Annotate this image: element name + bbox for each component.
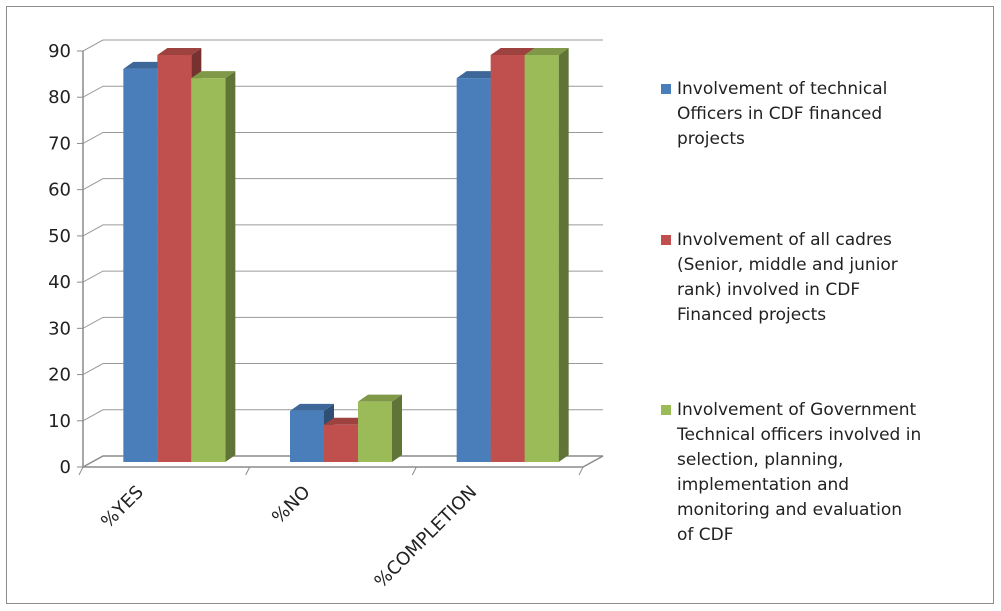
gridline: [82, 85, 603, 98]
y-tick-label: 30: [48, 318, 71, 339]
x-tick-mark: [411, 466, 417, 476]
chart-frame: 0 10 20 30 40 50 60 70 80 90 %YES %NO %COMPLETION I…: [6, 6, 994, 604]
bar: [191, 71, 236, 462]
bar-chart: 0 10 20 30 40 50 60 70 80 90 %YES %NO %COMPLETION I…: [48, 39, 921, 593]
legend-label: Involvement of Government Technical offic…: [676, 400, 921, 545]
gridline: [82, 316, 603, 329]
gridline: [82, 409, 603, 422]
legend-label: Involvement of all cadres (Senior, middle…: [677, 230, 898, 325]
legend-item: Involvement of Government Technical offic…: [661, 400, 921, 545]
gridline: [82, 270, 603, 283]
legend-swatch: [661, 405, 671, 415]
gridlines: [82, 39, 603, 422]
bar: [524, 48, 569, 462]
x-tick-mark: [245, 466, 251, 476]
legend-label: Involvement of technical Officers in CDF …: [677, 79, 887, 149]
legend-item: Involvement of all cadres (Senior, middle…: [661, 230, 898, 325]
y-tick-label: 60: [48, 180, 71, 201]
y-tick-label: 80: [48, 87, 71, 108]
y-tick-label: 40: [48, 272, 71, 293]
gridline: [82, 178, 603, 191]
legend-swatch: [661, 84, 671, 94]
legend-item: Involvement of technical Officers in CDF …: [661, 79, 887, 149]
y-tick-labels: 0 10 20 30 40 50 60 70 80 90: [48, 41, 71, 478]
legend-swatch: [661, 235, 671, 245]
gridline: [82, 131, 603, 144]
bars: [123, 48, 569, 462]
gridline: [82, 363, 603, 375]
y-tick-label: 90: [48, 41, 71, 62]
x-tick-mark: [78, 466, 84, 476]
y-tick-label: 50: [48, 226, 71, 247]
y-tick-label: 0: [60, 457, 71, 478]
bar: [358, 394, 402, 462]
x-tick-mark: [578, 466, 584, 476]
x-tick-label: %YES: [97, 482, 148, 533]
y-tick-label: 10: [48, 411, 71, 432]
x-tick-label: %COMPLETION: [370, 482, 481, 593]
y-tick-label: 20: [48, 365, 71, 386]
y-tick-label: 70: [48, 133, 71, 154]
legend: Involvement of technical Officers in CDF …: [661, 79, 921, 545]
x-tick-labels: %YES %NO %COMPLETION: [97, 482, 481, 593]
x-tick-label: %NO: [268, 482, 314, 528]
gridline: [82, 224, 603, 237]
